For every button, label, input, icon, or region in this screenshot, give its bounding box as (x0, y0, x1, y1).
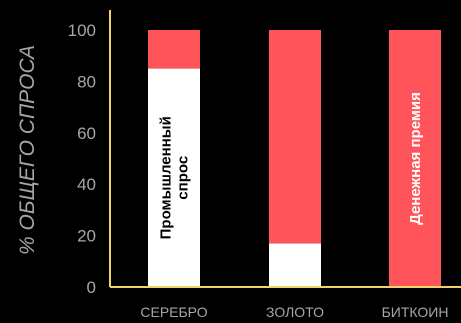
x-category-labels: СЕРЕБРО ЗОЛОТО БИТКОИН (140, 304, 448, 320)
bar-3-series-2 (389, 30, 441, 287)
bar-annotation: Денежная премия (407, 92, 424, 225)
y-axis-label: % ОБЩЕГО СПРОСА (16, 45, 39, 255)
bar-1-series-1 (148, 68, 200, 287)
y-tick-label: 60 (77, 124, 96, 143)
x-category-label: БИТКОИН (382, 304, 449, 320)
y-tick-label: 0 (87, 278, 96, 297)
bar-1-series-2 (148, 30, 200, 69)
y-tick-label: 20 (77, 227, 96, 246)
bar-annotation-line: спрос (175, 156, 192, 200)
x-category-label: СЕРЕБРО (140, 304, 207, 320)
x-category-label: ЗОЛОТО (266, 304, 324, 320)
y-tick-label: 40 (77, 175, 96, 194)
y-tick-label: 80 (77, 72, 96, 91)
bar-annotation-line: Промышленный (158, 116, 175, 239)
y-tick-label: 100 (68, 21, 96, 40)
y-tick-labels: 0 20 40 60 80 100 (68, 21, 96, 297)
bar-2-series-2 (269, 30, 321, 244)
bars-group (148, 30, 441, 287)
bar-annotations: Промышленныйспрос Денежная премия (158, 92, 425, 239)
bar-2-series-1 (269, 243, 321, 287)
bar-annotation-line: Денежная премия (407, 92, 424, 225)
bar-annotation: Промышленныйспрос (158, 116, 192, 239)
